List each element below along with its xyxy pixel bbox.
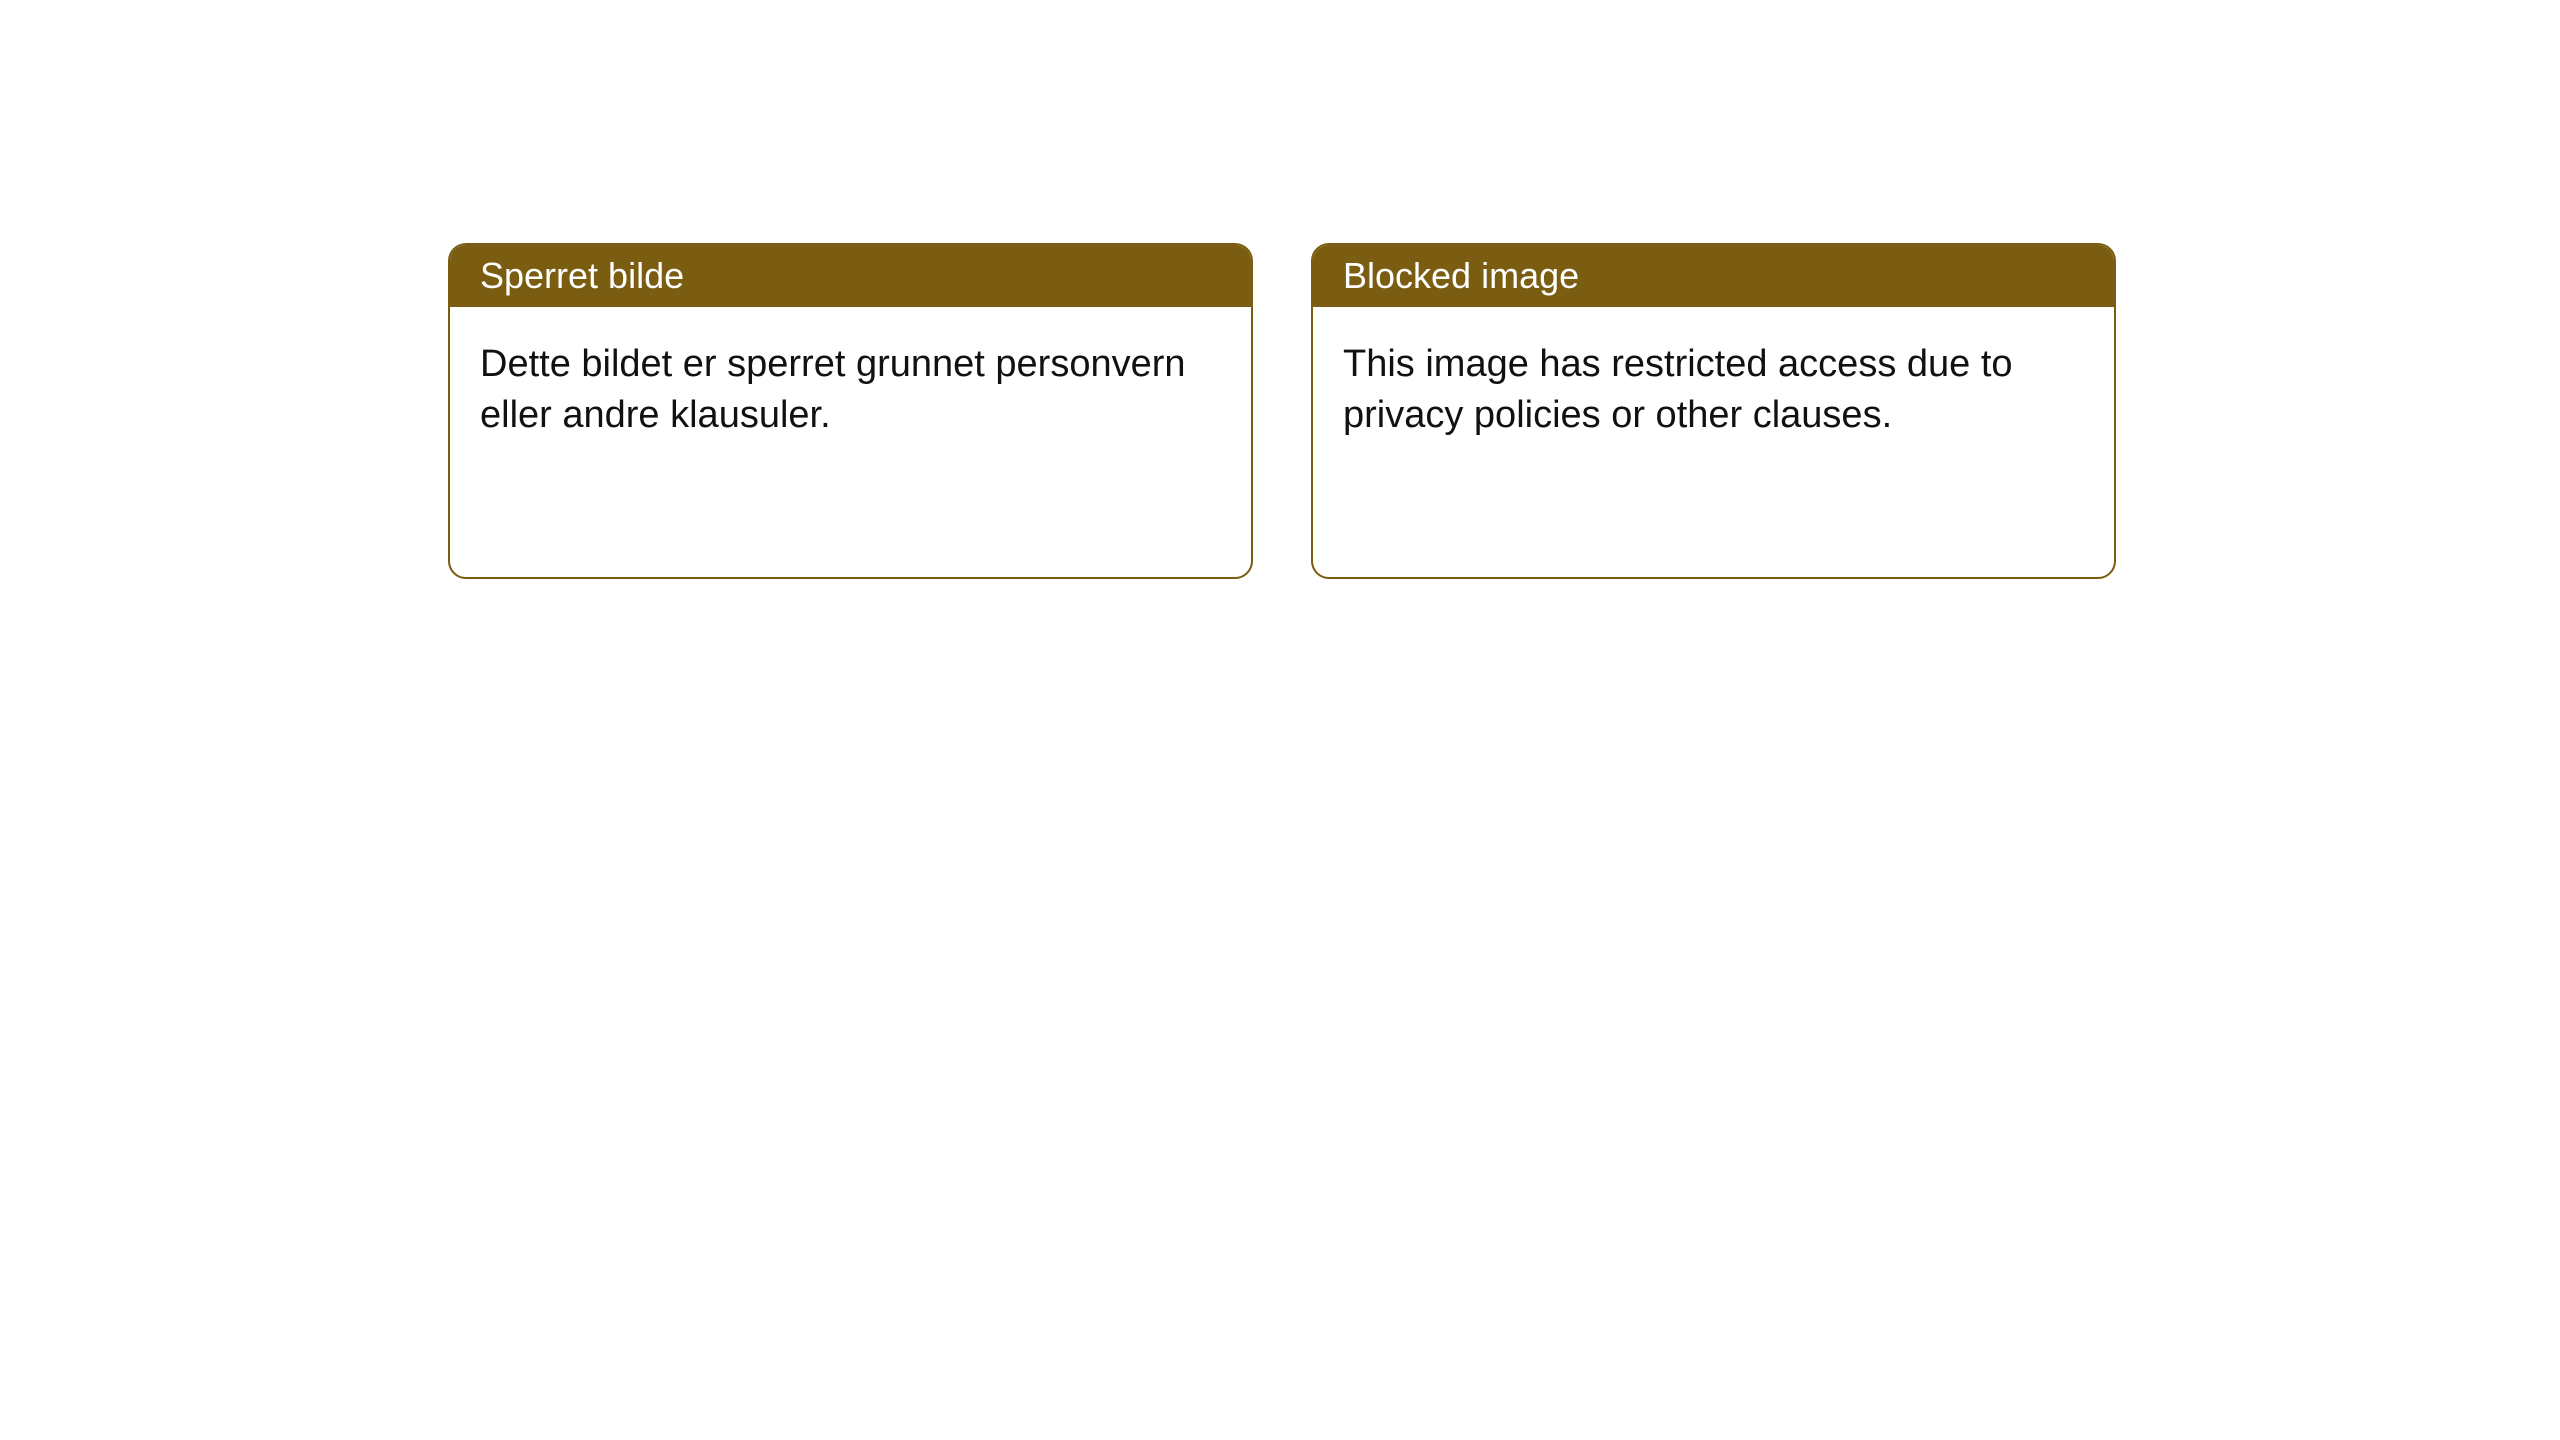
card-body-no: Dette bildet er sperret grunnet personve… (450, 307, 1251, 577)
card-body-en: This image has restricted access due to … (1313, 307, 2114, 577)
blocked-image-card-no: Sperret bilde Dette bildet er sperret gr… (448, 243, 1253, 579)
card-header-en: Blocked image (1313, 245, 2114, 307)
card-header-no: Sperret bilde (450, 245, 1251, 307)
blocked-image-card-en: Blocked image This image has restricted … (1311, 243, 2116, 579)
notice-container: Sperret bilde Dette bildet er sperret gr… (448, 243, 2116, 579)
